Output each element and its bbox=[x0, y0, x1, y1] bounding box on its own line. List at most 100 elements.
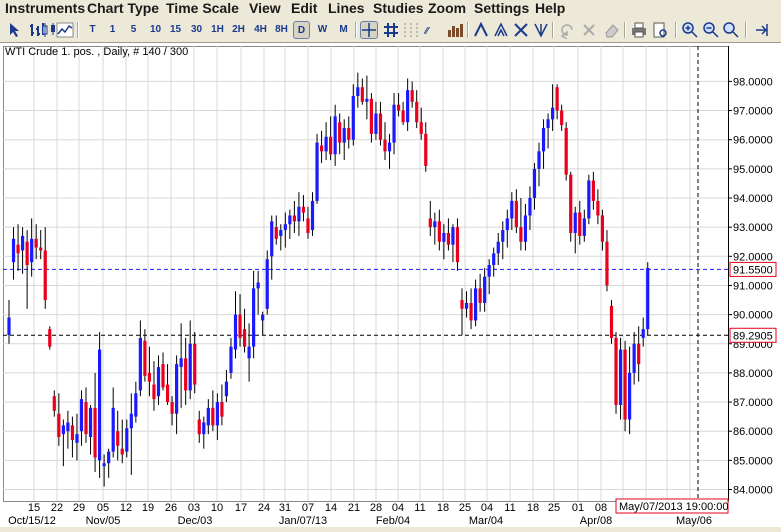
print-icon[interactable] bbox=[630, 21, 648, 39]
line-chart-type-icon[interactable] bbox=[56, 21, 74, 39]
timeframe-15-button[interactable]: 15 bbox=[169, 24, 182, 35]
candle-chart-type-icon[interactable] bbox=[40, 21, 58, 39]
x-tick-label: 04 bbox=[392, 502, 404, 514]
menu-chart-type[interactable]: Chart Type bbox=[87, 0, 160, 16]
print-preview-icon[interactable] bbox=[651, 21, 669, 39]
candle-body bbox=[365, 98, 369, 102]
candle-body bbox=[578, 212, 582, 236]
candle-body bbox=[242, 329, 247, 347]
zoom-fit-icon[interactable] bbox=[722, 21, 740, 39]
close-icon[interactable] bbox=[580, 21, 598, 39]
trendline-tool-icon[interactable] bbox=[472, 21, 490, 39]
candle-body bbox=[206, 407, 210, 426]
candle-body bbox=[292, 215, 296, 222]
scroll-right-icon[interactable] bbox=[752, 21, 770, 39]
candle-body bbox=[546, 119, 550, 129]
x-tick-label: 10 bbox=[211, 502, 223, 514]
chart-panel[interactable]: 98.0000 97.0000 96.0000 95.0000 94.0000 93.00… bbox=[0, 42, 781, 527]
menu-instruments[interactable]: Instruments bbox=[5, 0, 86, 16]
candle-body bbox=[161, 364, 165, 388]
cursor-icon[interactable] bbox=[6, 21, 24, 39]
x-tick-label: 04 bbox=[481, 502, 493, 514]
timeframe-2h-button[interactable]: 2H bbox=[232, 24, 245, 35]
x-tick-label: 08 bbox=[595, 502, 607, 514]
candle-body bbox=[215, 402, 219, 426]
candle-body bbox=[107, 451, 111, 464]
candle-body bbox=[319, 145, 324, 152]
current-price-label: 91.5500 bbox=[733, 264, 773, 276]
zoom-out-icon[interactable] bbox=[702, 21, 720, 39]
timeframe-d-button[interactable]: D bbox=[293, 21, 310, 39]
timeframe-1h-button[interactable]: 1H bbox=[211, 24, 224, 35]
candle-body bbox=[437, 221, 441, 242]
menu-time-scale[interactable]: Time Scale bbox=[166, 0, 239, 16]
candle-body bbox=[61, 425, 65, 435]
menu-help[interactable]: Help bbox=[535, 0, 566, 16]
ohlc-data-icon[interactable]: ⁄⁄ bbox=[423, 21, 442, 39]
candle-body bbox=[329, 136, 333, 155]
timeframe-5-button[interactable]: 5 bbox=[130, 24, 137, 35]
menu-studies[interactable]: Studies bbox=[373, 0, 424, 16]
candle-body bbox=[20, 235, 25, 251]
menu-settings[interactable]: Settings bbox=[474, 0, 530, 16]
timeframe-8h-button[interactable]: 8H bbox=[275, 24, 288, 35]
candle-body bbox=[152, 384, 156, 400]
volume-icon[interactable] bbox=[446, 21, 464, 39]
candle-body bbox=[492, 253, 496, 266]
x-month-label: Dec/03 bbox=[178, 515, 213, 527]
grid-icon[interactable] bbox=[382, 21, 400, 39]
candle-body bbox=[261, 314, 265, 321]
candle-body bbox=[419, 122, 423, 134]
menu-lines[interactable]: Lines bbox=[328, 0, 365, 16]
crosshair-icon[interactable] bbox=[360, 21, 378, 39]
candle-body bbox=[555, 87, 559, 111]
x-tick-label: 01 bbox=[572, 502, 584, 514]
menu-zoom[interactable]: Zoom bbox=[428, 0, 467, 16]
candle-body bbox=[175, 364, 179, 414]
candle-body bbox=[573, 212, 577, 233]
candle-body bbox=[473, 288, 478, 321]
x-tick-label: 15 bbox=[28, 502, 40, 514]
zoom-in-icon[interactable] bbox=[681, 21, 699, 39]
timeframe-1-button[interactable]: 1 bbox=[109, 24, 116, 35]
candle-body bbox=[116, 431, 120, 446]
timeframe-t-button[interactable]: T bbox=[89, 24, 96, 35]
candle-body bbox=[247, 346, 251, 359]
undo-icon[interactable] bbox=[558, 21, 576, 40]
channel-tool-icon[interactable] bbox=[492, 21, 510, 39]
candle-body bbox=[564, 128, 568, 175]
candle-body bbox=[179, 358, 183, 368]
timeframe-10-button[interactable]: 10 bbox=[149, 24, 162, 35]
menu-edit[interactable]: Edit bbox=[291, 0, 318, 16]
candle-body bbox=[7, 317, 11, 336]
candle-body bbox=[396, 104, 401, 111]
bar-chart-type-icon[interactable] bbox=[28, 21, 46, 39]
menu-view[interactable]: View bbox=[249, 0, 281, 16]
x-tick-label: 24 bbox=[258, 502, 270, 514]
price-chart[interactable]: 98.0000 97.0000 96.0000 95.0000 94.0000 93.00… bbox=[0, 43, 781, 527]
eraser-icon[interactable] bbox=[603, 21, 621, 39]
candle-body bbox=[374, 113, 378, 134]
candle-body bbox=[387, 142, 392, 152]
candle-body bbox=[569, 174, 573, 233]
candle-body bbox=[156, 367, 161, 397]
candle-body bbox=[170, 402, 174, 414]
period-separator-icon[interactable] bbox=[402, 21, 420, 39]
candle-body bbox=[338, 122, 342, 143]
timeframe-m-button[interactable]: M bbox=[339, 24, 348, 35]
timeframe-30-button[interactable]: 30 bbox=[190, 24, 203, 35]
candle-body bbox=[310, 200, 315, 231]
candle-body bbox=[11, 238, 16, 263]
timeframe-w-button[interactable]: W bbox=[317, 24, 328, 35]
fibonacci-tool-icon[interactable] bbox=[512, 21, 530, 39]
crosshair-date-label: May/07/2013 19:00:00 bbox=[619, 501, 728, 513]
candle-body bbox=[369, 98, 373, 134]
x-tick-label: 11 bbox=[414, 502, 425, 514]
x-tick-label: 14 bbox=[325, 502, 337, 514]
timeframe-4h-button[interactable]: 4H bbox=[254, 24, 267, 35]
x-tick-label: 26 bbox=[165, 502, 177, 514]
candle-body bbox=[609, 305, 614, 338]
candle-body bbox=[641, 329, 645, 338]
candle-body bbox=[442, 232, 446, 242]
pitchfork-tool-icon[interactable] bbox=[532, 21, 550, 39]
